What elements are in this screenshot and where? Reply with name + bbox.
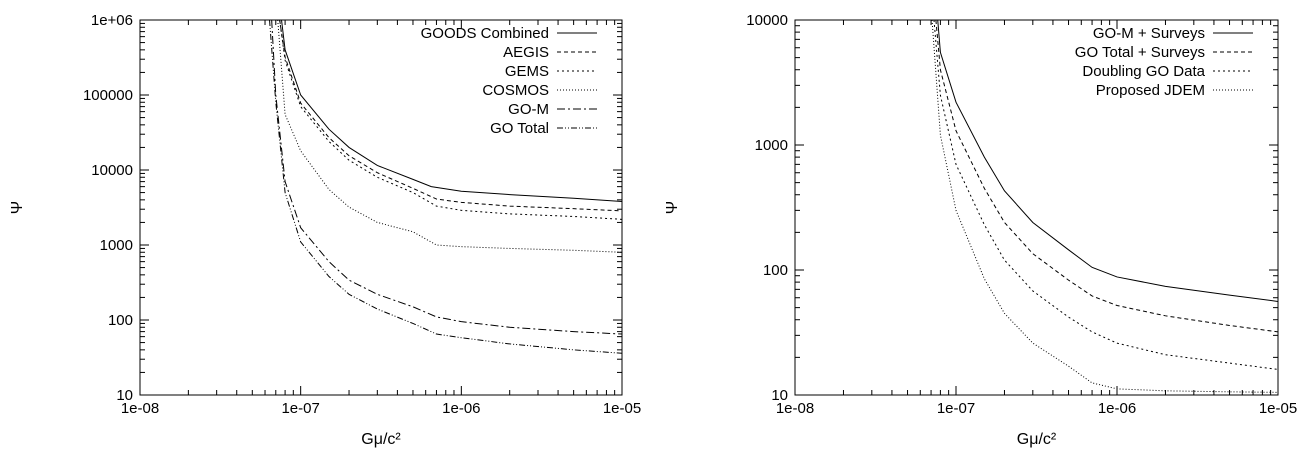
legend-label: COSMOS bbox=[482, 82, 549, 99]
x-tick-label: 1e-07 bbox=[281, 400, 319, 417]
y-tick-label: 10000 bbox=[746, 12, 788, 29]
legend-label: Proposed JDEM bbox=[1096, 82, 1205, 99]
series-line-6 bbox=[270, 20, 622, 353]
legend-label: Doubling GO Data bbox=[1082, 63, 1205, 80]
y-tick-label: 10 bbox=[771, 387, 788, 404]
plot-frame bbox=[795, 20, 1278, 395]
legend: GO-M + Surveys GO Total + Surveys Doubling… bbox=[1075, 25, 1253, 99]
y-tick-label: 100 bbox=[763, 262, 788, 279]
legend-label: GO Total bbox=[490, 120, 549, 137]
legend: GOODS Combined AEGIS GEMS COSMOS GO-M GO Tota… bbox=[421, 25, 597, 137]
y-tick-label: 1e+06 bbox=[91, 12, 133, 29]
series-line-2 bbox=[280, 20, 622, 211]
legend-label: GO Total + Surveys bbox=[1075, 44, 1205, 61]
x-axis-label: Gμ/c² bbox=[1017, 431, 1057, 448]
x-tick-label: 1e-05 bbox=[1259, 400, 1297, 417]
x-tick-label: 1e-06 bbox=[1098, 400, 1136, 417]
legend-label: GEMS bbox=[505, 63, 549, 80]
series-line-1 bbox=[282, 20, 622, 202]
y-tick-label: 100000 bbox=[83, 87, 133, 104]
y-tick-label: 10 bbox=[116, 387, 133, 404]
y-tick-label: 10000 bbox=[91, 162, 133, 179]
y-axis-label: Ψ bbox=[9, 201, 26, 214]
left-chart: 1e-08 1e-07 1e-06 1e-0510100100010000100000… bbox=[9, 12, 641, 448]
legend-label: AEGIS bbox=[503, 44, 549, 61]
y-tick-label: 100 bbox=[108, 312, 133, 329]
legend-label: GO-M bbox=[508, 101, 549, 118]
legend-label: GO-M + Surveys bbox=[1093, 25, 1205, 42]
series-line-4 bbox=[278, 20, 622, 252]
y-tick-label: 1000 bbox=[100, 237, 133, 254]
x-tick-label: 1e-06 bbox=[442, 400, 480, 417]
plot-frame bbox=[140, 20, 622, 395]
y-axis-label: Ψ bbox=[664, 201, 681, 214]
x-tick-label: 1e-07 bbox=[937, 400, 975, 417]
right-chart: 1e-08 1e-07 1e-06 1e-0510100100010000Gμ/c²Ψ… bbox=[664, 12, 1297, 448]
legend-label: GOODS Combined bbox=[421, 25, 549, 42]
x-axis-label: Gμ/c² bbox=[361, 431, 401, 448]
series-line-5 bbox=[272, 20, 622, 334]
series-group bbox=[270, 20, 622, 353]
x-tick-label: 1e-05 bbox=[603, 400, 641, 417]
y-tick-label: 1000 bbox=[755, 137, 788, 154]
